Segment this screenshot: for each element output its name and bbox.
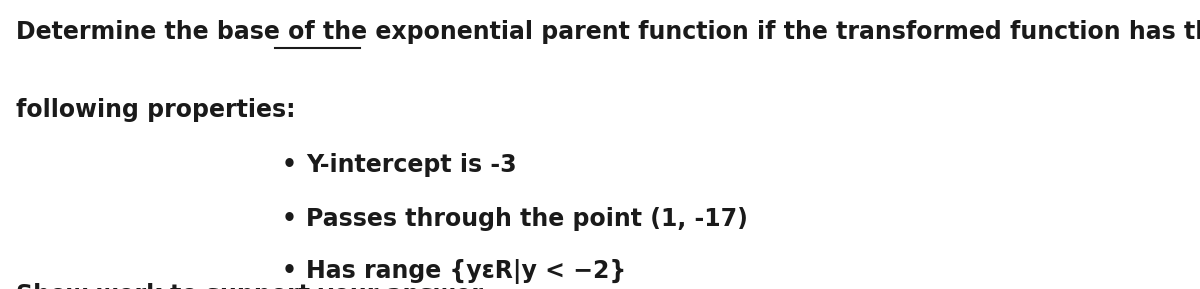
- Text: base: base: [0, 20, 64, 44]
- Text: Passes through the point (1, -17): Passes through the point (1, -17): [306, 207, 748, 231]
- Text: Has range {yεR|y < −2}: Has range {yεR|y < −2}: [306, 259, 626, 284]
- Text: Y-intercept is -3: Y-intercept is -3: [306, 153, 517, 177]
- Text: Show work to support your answer.: Show work to support your answer.: [16, 283, 488, 289]
- Text: following properties:: following properties:: [16, 98, 295, 122]
- Text: •: •: [282, 207, 298, 231]
- Text: Determine the: Determine the: [16, 20, 216, 44]
- Text: Determine the base of the exponential parent function if the transformed functio: Determine the base of the exponential pa…: [16, 20, 1200, 44]
- Text: •: •: [282, 259, 298, 283]
- Text: •: •: [282, 153, 298, 177]
